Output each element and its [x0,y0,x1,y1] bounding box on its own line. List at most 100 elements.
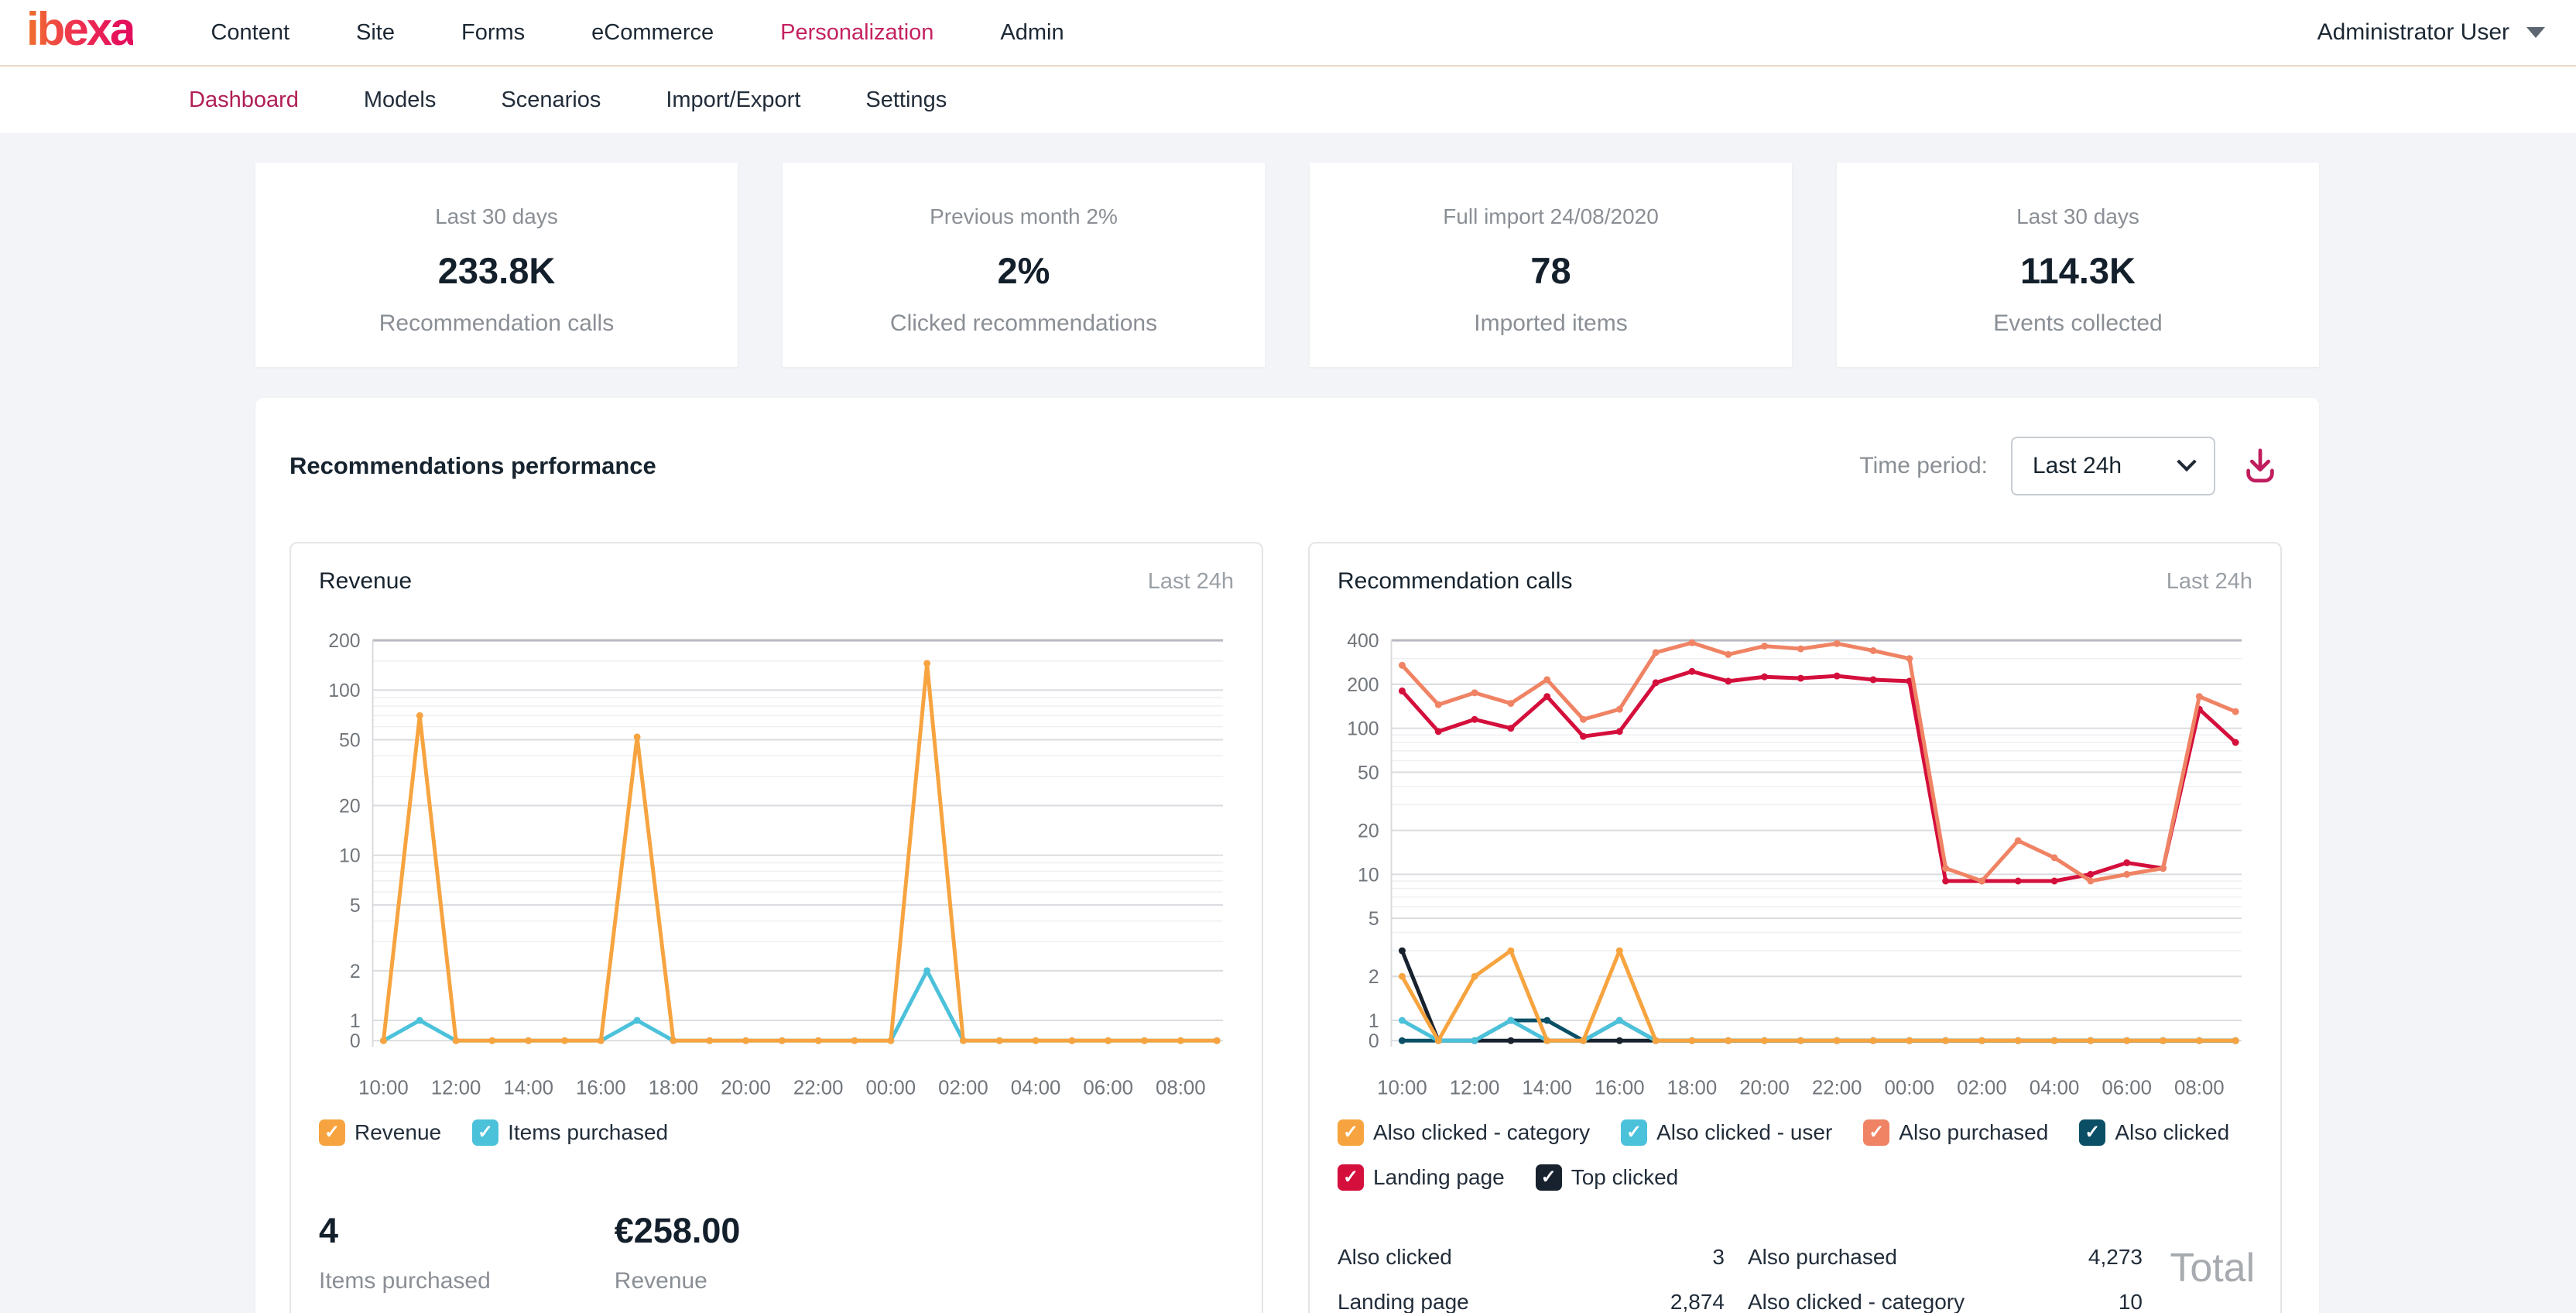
legend-item-also-clicked[interactable]: ✓ Also clicked [2079,1119,2229,1146]
svg-text:5: 5 [350,896,361,917]
main-content: Last 30 days 233.8K Recommendation calls Pr… [255,163,2319,1313]
total-label: Total [2170,1245,2256,1291]
time-period-select[interactable]: Last 24h [2011,437,2215,495]
svg-text:02:00: 02:00 [938,1078,988,1099]
legend-item-also-clicked-user[interactable]: ✓ Also clicked - user [1621,1119,1832,1146]
svg-text:00:00: 00:00 [1885,1078,1935,1099]
checkbox-checked-icon: ✓ [472,1119,499,1146]
svg-text:20: 20 [339,796,361,817]
recommendations-performance-card: Recommendations performance Time period:… [255,398,2319,1313]
revenue-panel: Revenue Last 24h 200 100 50 20 10 5 2 1 0 10:00 12… [289,542,1263,1313]
svg-text:0: 0 [1368,1031,1379,1052]
revenue-chart[interactable]: 200 100 50 20 10 5 2 10 10:00 12:00 14:00 16:00 18:0… [319,605,1234,1107]
main-nav: Content Site Forms eCommerce Personalization… [211,20,1064,46]
stat-card-value: 114.3K [2020,250,2136,291]
legend-item-landing-page[interactable]: ✓ Landing page [1338,1164,1505,1191]
checkbox-checked-icon: ✓ [1863,1119,1890,1146]
nav-item-admin[interactable]: Admin [1000,19,1064,45]
calls-chart[interactable]: 400 200 100 50 20 10 5 2 10 10:00 12:00 14:00 16:00 1… [1338,605,2252,1107]
calls-legend: ✓ Also clicked - category ✓ Also clicked - … [1338,1119,2252,1191]
svg-text:5: 5 [1368,909,1379,930]
stat-card-label: Recommendation calls [379,310,615,336]
svg-text:200: 200 [1347,675,1379,696]
legend-item-revenue[interactable]: ✓ Revenue [319,1119,441,1146]
svg-text:10: 10 [1358,865,1379,886]
stats-row-label: Also clicked - category [1748,1289,1965,1313]
checkbox-checked-icon: ✓ [1621,1119,1648,1146]
stat-card: Last 30 days 114.3K Events collected [1837,163,2319,367]
nav-item-personalization[interactable]: Personalization [780,19,934,45]
subnav-item-import-export[interactable]: Import/Export [666,87,801,112]
revenue-summary-stats: 4 Items purchased €258.00 Revenue [319,1211,1234,1294]
legend-label: Also clicked - user [1656,1119,1833,1144]
ibexa-logo[interactable]: ibexa [26,3,135,55]
svg-text:14:00: 14:00 [1522,1078,1572,1099]
svg-text:22:00: 22:00 [793,1078,844,1099]
svg-text:20: 20 [1358,821,1379,842]
svg-text:2: 2 [350,962,361,982]
checkbox-checked-icon: ✓ [319,1119,345,1146]
subnav-item-models[interactable]: Models [363,87,437,112]
calls-panel-header: Recommendation calls Last 24h [1338,568,2252,595]
svg-text:2: 2 [1368,967,1379,988]
subnav-item-scenarios[interactable]: Scenarios [501,87,601,112]
stat-card-value: 233.8K [437,250,556,291]
summary-stat-value: 4 [319,1210,339,1250]
svg-text:100: 100 [1347,719,1379,740]
nav-item-forms[interactable]: Forms [461,19,526,45]
section-title: Recommendations performance [289,452,656,479]
legend-item-also-purchased[interactable]: ✓ Also purchased [1863,1119,2048,1146]
user-menu[interactable]: Administrator User [2317,19,2545,46]
stat-card-value: 2% [997,250,1050,291]
summary-stat: €258.00 Revenue [615,1211,741,1294]
svg-text:14:00: 14:00 [503,1078,553,1099]
svg-text:08:00: 08:00 [1156,1078,1206,1099]
svg-text:16:00: 16:00 [576,1078,626,1099]
stats-row-label: Also purchased [1748,1244,1898,1269]
total-value: 7,166 [2143,1304,2255,1313]
subnav-item-dashboard[interactable]: Dashboard [189,87,299,112]
top-bar: ibexa Content Site Forms eCommerce Personali… [0,0,2576,67]
svg-text:1: 1 [1368,1011,1379,1032]
nav-item-site[interactable]: Site [356,19,395,45]
nav-item-ecommerce[interactable]: eCommerce [591,19,714,45]
svg-text:04:00: 04:00 [1011,1078,1061,1099]
subnav-item-settings[interactable]: Settings [865,87,947,112]
svg-text:04:00: 04:00 [2030,1078,2080,1099]
svg-text:12:00: 12:00 [1450,1078,1500,1099]
legend-label: Also clicked - category [1373,1119,1591,1144]
svg-text:02:00: 02:00 [1957,1078,2007,1099]
download-button[interactable] [2239,444,2282,488]
stat-card-label: Events collected [1993,310,2163,336]
stat-card-caption: Last 30 days [2016,204,2139,228]
legend-label: Top clicked [1571,1164,1679,1189]
chevron-down-icon [2526,27,2545,38]
stat-card-label: Imported items [1474,310,1628,336]
panel-title: Recommendation calls [1338,568,1573,594]
svg-text:400: 400 [1347,631,1379,652]
svg-text:22:00: 22:00 [1812,1078,1862,1099]
stats-row-value: 3 [1712,1244,1725,1269]
stat-card: Full import 24/08/2020 78 Imported items [1310,163,1792,367]
chevron-down-icon [2177,451,2197,472]
performance-controls: Time period: Last 24h [1859,437,2282,495]
svg-text:16:00: 16:00 [1595,1078,1645,1099]
stat-card: Last 30 days 233.8K Recommendation calls [255,163,738,367]
legend-item-top-clicked[interactable]: ✓ Top clicked [1535,1164,1679,1191]
personalization-subnav: Dashboard Models Scenarios Import/Export Set… [0,67,2576,133]
stats-row-value: 4,273 [2088,1244,2143,1269]
legend-item-items-purchased[interactable]: ✓ Items purchased [472,1119,668,1146]
svg-text:1: 1 [350,1011,361,1032]
svg-text:20:00: 20:00 [1739,1078,1790,1099]
checkbox-checked-icon: ✓ [1535,1164,1562,1191]
summary-stat-value: €258.00 [614,1210,741,1250]
svg-text:50: 50 [339,730,361,751]
summary-stat-label: Revenue [614,1267,707,1294]
legend-label: Revenue [355,1119,442,1144]
nav-item-content[interactable]: Content [211,19,290,45]
panel-period-badge: Last 24h [2166,569,2252,594]
revenue-panel-header: Revenue Last 24h [319,568,1234,595]
summary-stat-label: Items purchased [319,1267,491,1294]
svg-text:18:00: 18:00 [1667,1078,1718,1099]
legend-item-also-clicked-category[interactable]: ✓ Also clicked - category [1338,1119,1590,1146]
